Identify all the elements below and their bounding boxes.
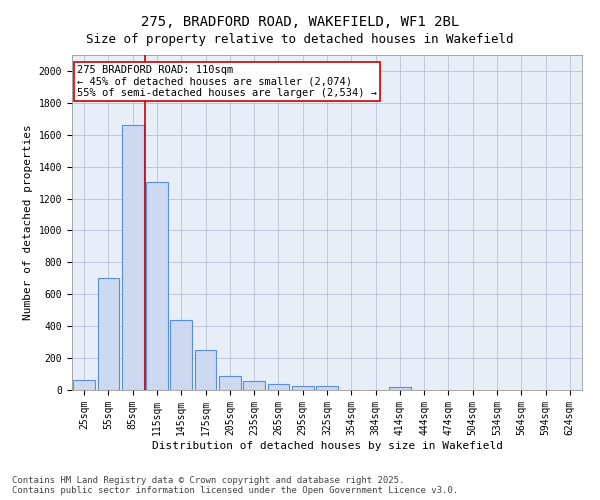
Text: 275, BRADFORD ROAD, WAKEFIELD, WF1 2BL: 275, BRADFORD ROAD, WAKEFIELD, WF1 2BL <box>141 15 459 29</box>
Text: Contains HM Land Registry data © Crown copyright and database right 2025.
Contai: Contains HM Land Registry data © Crown c… <box>12 476 458 495</box>
Bar <box>268 384 289 390</box>
Bar <box>73 380 95 390</box>
Bar <box>170 320 192 390</box>
Bar <box>122 125 143 390</box>
Bar <box>146 182 168 390</box>
Bar <box>292 386 314 390</box>
Bar <box>219 376 241 390</box>
Bar <box>97 278 119 390</box>
Text: 275 BRADFORD ROAD: 110sqm
← 45% of detached houses are smaller (2,074)
55% of se: 275 BRADFORD ROAD: 110sqm ← 45% of detac… <box>77 65 377 98</box>
Text: Size of property relative to detached houses in Wakefield: Size of property relative to detached ho… <box>86 32 514 46</box>
Bar <box>316 386 338 390</box>
Y-axis label: Number of detached properties: Number of detached properties <box>23 124 33 320</box>
Bar <box>194 350 217 390</box>
Bar <box>243 381 265 390</box>
Bar <box>389 387 411 390</box>
X-axis label: Distribution of detached houses by size in Wakefield: Distribution of detached houses by size … <box>151 440 503 450</box>
